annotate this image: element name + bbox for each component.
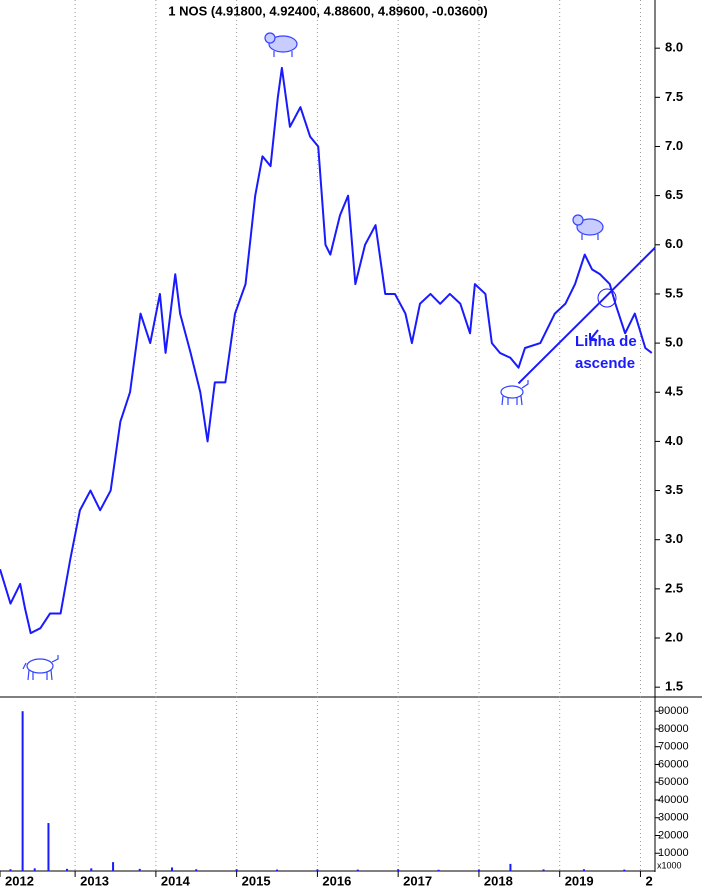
bear-icon [572, 214, 604, 240]
bear-icon [264, 32, 298, 57]
y-tick-label: 3.5 [665, 482, 683, 497]
x-tick-label: 2017 [403, 873, 432, 888]
x-tick-label: 2014 [161, 873, 191, 888]
volume-bar [21, 711, 24, 871]
volume-bar [171, 867, 174, 871]
y-tick-label: 6.0 [665, 236, 683, 251]
x-tick-label: 2018 [484, 873, 513, 888]
y-tick-label: 20000 [658, 829, 689, 841]
arrow [589, 329, 599, 341]
volume-bar [542, 869, 545, 871]
volume-bar [582, 869, 585, 871]
volume-bar [477, 869, 480, 871]
y-tick-label: 6.5 [665, 187, 683, 202]
y-tick-label: 70000 [658, 741, 689, 753]
volume-bar [437, 869, 440, 871]
x-tick-label: 2019 [565, 873, 594, 888]
x-tick-label: 2012 [5, 873, 34, 888]
y-tick-label: 7.0 [665, 138, 683, 153]
y-tick-label: 5.5 [665, 285, 683, 300]
trend-line [517, 247, 656, 385]
price-line [0, 66, 653, 635]
y-tick-label: 3.0 [665, 531, 683, 546]
y-tick-label: 1.5 [665, 679, 683, 694]
y-tick-label: 2.5 [665, 580, 683, 595]
bull-icon [22, 655, 59, 681]
chart-title: 1 NOS (4.91800, 4.92400, 4.88600, 4.8960… [168, 3, 487, 18]
y-tick-label: 4.0 [665, 433, 683, 448]
volume-bar [509, 863, 512, 871]
volume-bar [66, 868, 69, 871]
y-tick-label: 10000 [658, 847, 689, 859]
y-tick-label: 30000 [658, 812, 689, 824]
volume-bar [397, 869, 400, 871]
y-tick-label: 40000 [658, 794, 689, 806]
volume-bar [316, 869, 319, 871]
y-tick-label: 80000 [658, 723, 689, 735]
x-tick-label: 2015 [242, 873, 271, 888]
annotation: Linha de [575, 333, 637, 350]
volume-bar [623, 869, 626, 871]
y-tick-label: 7.5 [665, 89, 683, 104]
volume-bar [195, 869, 198, 871]
y-tick-label: 2.0 [665, 629, 683, 644]
y-tick-label: 90000 [658, 705, 689, 717]
volume-bar [356, 869, 359, 871]
x-tick-label: 2013 [80, 873, 109, 888]
volume-bar [138, 868, 141, 871]
x-tick-label: 2 [645, 873, 652, 888]
y-tick-label: 5.0 [665, 335, 683, 350]
circle-marker [597, 288, 617, 308]
volume-bar [235, 869, 238, 871]
y-tick-label: 60000 [658, 758, 689, 770]
volume-bar [90, 868, 93, 871]
bull-icon [500, 380, 529, 406]
y-tick-label: 4.5 [665, 384, 683, 399]
unit-label: x1000 [657, 860, 682, 870]
y-tick-label: 50000 [658, 776, 689, 788]
volume-bar [47, 823, 50, 871]
volume-bar [33, 868, 36, 871]
y-tick-label: 8.0 [665, 40, 683, 55]
annotation: ascende [575, 355, 635, 372]
volume-bar [112, 862, 115, 871]
volume-bar [9, 869, 12, 871]
x-tick-label: 2016 [322, 873, 351, 888]
volume-bar [276, 869, 279, 871]
